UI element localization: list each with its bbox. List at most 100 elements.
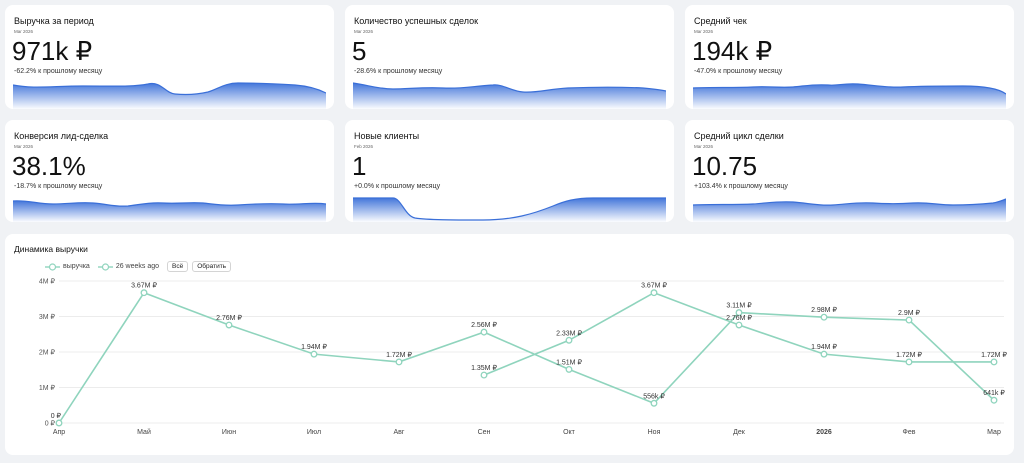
data-label: 641k ₽ (983, 389, 1005, 397)
kpi-value: 38.1% (12, 151, 86, 181)
kpi-title: Средний чек (694, 16, 747, 26)
data-point (395, 358, 403, 366)
legend-line-marker-icon (45, 262, 60, 271)
data-point (990, 396, 998, 404)
data-label: 0 ₽ (51, 412, 62, 420)
line-chart: 0 ₽ 1M ₽ 2M ₽ 3M ₽ 4M ₽ Апр Май Июн Июл Авг Сен Окт… (39, 278, 1008, 437)
legend-item-revenue[interactable]: выручка (45, 262, 90, 271)
x-tick-label: Ноя (648, 429, 661, 436)
series-line (58, 291, 995, 424)
legend-item-26-weeks-ago[interactable]: 26 weeks ago (97, 262, 160, 271)
kpi-card-new-clients: Новые клиенты Feb 2026 1 +0.0% к прошлом… (345, 120, 674, 222)
data-label: 3.67M ₽ (641, 282, 667, 290)
sparkline-line (353, 197, 666, 221)
kpi-title: Конверсия лид-сделка (14, 131, 109, 141)
data-point (565, 365, 573, 373)
kpi-value: 5 (352, 36, 367, 66)
data-label: 1.94M ₽ (301, 343, 327, 351)
sparkline-line (693, 198, 1006, 206)
x-tick-label: Авг (394, 429, 405, 436)
kpi-value: 10.75 (692, 151, 758, 181)
kpi-date: Mar 2026 (14, 144, 34, 149)
revenue-dynamics-card: Динамика выручки выручка 26 weeks ago Вс… (5, 234, 1014, 455)
kpi-card-deals: Количество успешных сделок Mar 2026 5 -2… (345, 5, 674, 109)
kpi-date: Mar 2026 (14, 29, 34, 34)
data-point (565, 336, 573, 344)
x-tick-label: 2026 (816, 429, 832, 436)
sparkline (13, 82, 326, 109)
sparkline-line (13, 82, 326, 96)
x-tick-label: Май (137, 428, 151, 436)
y-tick-label: 2M ₽ (39, 349, 56, 357)
x-tick-label: Июн (222, 429, 236, 436)
kpi-date: Feb 2026 (354, 144, 374, 149)
kpi-date: Mar 2026 (694, 144, 714, 149)
sparkline-area (353, 198, 666, 222)
data-point (820, 350, 828, 358)
sparkline (693, 198, 1006, 222)
sparkline-area (693, 199, 1006, 222)
data-point (650, 399, 658, 407)
kpi-delta: -18.7% к прошлому месяцу (14, 183, 103, 190)
sparkline-area (693, 83, 1006, 109)
kpi-title: Выручка за период (14, 16, 94, 26)
sparkline-area (13, 83, 326, 109)
kpi-date: Mar 2026 (694, 29, 714, 34)
y-tick-label: 0 ₽ (45, 420, 56, 428)
sparkline-line (693, 83, 1006, 95)
kpi-delta: +103.4% к прошлому месяцу (694, 183, 788, 190)
x-tick-label: Дек (733, 429, 746, 436)
data-point (140, 289, 148, 297)
data-point (905, 358, 913, 366)
select-all-button[interactable]: Всё (167, 261, 189, 272)
invert-button[interactable]: Обратить (192, 261, 232, 272)
data-label: 2.9M ₽ (898, 309, 921, 317)
data-label: 1.72M ₽ (896, 351, 922, 359)
x-tick-label: Окт (563, 429, 576, 436)
chart-title: Динамика выручки (14, 244, 88, 254)
data-label: 1.94M ₽ (811, 343, 837, 351)
data-label: 556k ₽ (643, 392, 665, 400)
kpi-title: Средний цикл сделки (694, 131, 784, 141)
x-tick-label: Апр (53, 429, 65, 436)
data-label: 2.56M ₽ (471, 321, 497, 329)
kpi-date: Mar 2026 (354, 29, 374, 34)
kpi-delta: -62.2% к прошлому месяцу (14, 68, 103, 75)
x-tick-label: Фев (903, 429, 916, 436)
data-label: 1.35M ₽ (471, 364, 497, 372)
y-tick-label: 3M ₽ (39, 313, 56, 321)
sparkline-area (13, 200, 326, 222)
kpi-card-deal-cycle: Средний цикл сделки Mar 2026 10.75 +103.… (685, 120, 1014, 222)
legend-label: выручка (63, 263, 90, 270)
y-tick-label: 4M ₽ (39, 278, 56, 286)
y-tick-label: 1M ₽ (39, 384, 56, 392)
kpi-card-avg-check: Средний чек Mar 2026 194k ₽ -47.0% к про… (685, 5, 1014, 109)
data-label: 2.98M ₽ (811, 306, 837, 314)
data-point (735, 321, 743, 329)
kpi-card-revenue: Выручка за период Mar 2026 971k ₽ -62.2%… (5, 5, 334, 109)
kpi-title: Новые клиенты (354, 131, 420, 141)
kpi-value: 1 (352, 151, 367, 181)
data-label: 1.72M ₽ (386, 351, 412, 359)
sparkline-line (13, 200, 326, 207)
kpi-card-conversion: Конверсия лид-сделка Mar 2026 38.1% -18.… (5, 120, 334, 222)
kpi-delta: +0.0% к прошлому месяцу (354, 183, 441, 190)
x-tick-label: Мар (987, 429, 1001, 436)
data-point (990, 358, 998, 366)
data-label: 2.76M ₽ (726, 314, 752, 322)
sparkline (353, 82, 666, 109)
kpi-delta: -47.0% к прошлому месяцу (694, 68, 783, 75)
data-point (225, 321, 233, 329)
data-point (310, 350, 318, 358)
data-label: 1.51M ₽ (556, 358, 582, 366)
data-point (480, 371, 488, 379)
data-point (650, 289, 658, 297)
data-point (480, 328, 488, 336)
chart-legend: выручка 26 weeks ago Всё Обратить (45, 261, 232, 272)
data-label: 2.76M ₽ (216, 314, 242, 322)
data-point (820, 313, 828, 321)
sparkline-area (353, 83, 666, 109)
kpi-value: 971k ₽ (12, 36, 93, 66)
legend-label: 26 weeks ago (115, 263, 160, 270)
sparkline-line (353, 82, 666, 93)
